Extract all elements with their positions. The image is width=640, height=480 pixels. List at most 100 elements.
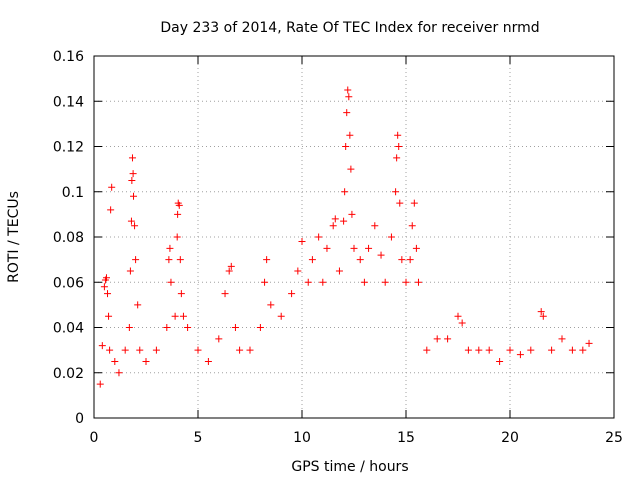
data-point	[343, 109, 351, 117]
data-point	[308, 256, 316, 264]
data-point	[294, 267, 302, 275]
data-point	[396, 199, 404, 207]
data-point	[129, 170, 137, 178]
data-point	[568, 346, 576, 354]
data-point	[125, 324, 133, 331]
data-point	[394, 131, 402, 139]
y-tick-labels: 0 0.02 0.04 0.06 0.08 0.1 0.12 0.14 0.16	[53, 49, 84, 427]
x-tick-labels: 0 5 10 15 20 25	[90, 430, 623, 446]
data-point	[444, 335, 452, 343]
data-point	[381, 278, 389, 286]
data-point	[331, 215, 339, 223]
data-point	[548, 346, 556, 354]
chart-title: Day 233 of 2014, Rate Of TEC Index for r…	[160, 20, 539, 36]
data-point	[130, 192, 138, 200]
data-point	[246, 346, 254, 354]
data-point	[395, 143, 403, 150]
data-point	[174, 210, 182, 218]
grid-lines	[94, 56, 614, 418]
data-point	[288, 290, 296, 298]
data-point	[315, 233, 323, 241]
data-point	[410, 199, 418, 207]
data-point	[105, 312, 113, 320]
data-point	[347, 165, 355, 173]
data-point	[365, 244, 373, 252]
data-point	[323, 244, 331, 252]
data-point	[585, 339, 593, 347]
data-point	[579, 346, 587, 354]
data-point	[340, 217, 348, 225]
data-point	[115, 369, 123, 377]
data-point	[475, 346, 483, 354]
data-point	[393, 154, 401, 162]
data-point	[227, 262, 235, 270]
data-point	[342, 143, 350, 150]
data-point	[537, 308, 545, 316]
data-point	[128, 176, 136, 184]
data-point	[356, 256, 364, 264]
y-tick-label: 0.14	[53, 94, 84, 110]
data-point	[464, 346, 472, 354]
y-tick-label: 0.16	[53, 49, 84, 65]
data-point	[179, 312, 187, 320]
data-point	[236, 346, 244, 354]
data-point	[402, 278, 410, 286]
data-point	[406, 256, 414, 264]
data-point	[171, 312, 179, 320]
data-point	[177, 290, 185, 298]
x-tick-label: 5	[194, 430, 203, 446]
data-point	[165, 256, 173, 264]
y-tick-label: 0.12	[53, 140, 84, 156]
data-point	[173, 233, 181, 241]
data-point	[539, 312, 547, 320]
data-point	[392, 188, 400, 196]
x-tick-label: 10	[293, 430, 311, 446]
data-point	[398, 256, 406, 264]
data-point	[96, 380, 104, 388]
data-point	[454, 312, 462, 320]
data-point	[377, 251, 385, 259]
data-point	[387, 233, 395, 241]
data-point	[231, 324, 239, 331]
data-point	[267, 301, 275, 309]
y-tick-label: 0.02	[53, 366, 84, 382]
data-point	[204, 357, 212, 365]
data-point	[194, 346, 202, 354]
data-point	[263, 256, 271, 264]
data-point	[131, 222, 139, 230]
data-point	[527, 346, 535, 354]
data-point	[126, 267, 134, 275]
data-point	[319, 278, 327, 286]
y-tick-label: 0	[75, 411, 84, 427]
data-point	[558, 335, 566, 343]
x-axis-label: GPS time / hours	[291, 459, 408, 475]
data-point	[108, 183, 116, 191]
data-point	[346, 131, 354, 139]
data-point	[360, 278, 368, 286]
data-point	[277, 312, 285, 320]
data-point	[163, 324, 171, 331]
data-point	[350, 244, 358, 252]
data-point	[345, 93, 353, 101]
data-point	[414, 278, 422, 286]
data-point	[175, 201, 183, 209]
data-point	[256, 324, 264, 331]
data-point	[215, 335, 223, 343]
data-point	[136, 346, 144, 354]
data-point	[341, 188, 349, 196]
x-tick-label: 0	[90, 430, 99, 446]
axis-ticks	[93, 55, 615, 419]
data-point	[344, 86, 352, 94]
data-points	[96, 86, 593, 388]
data-point	[408, 222, 416, 230]
data-point	[261, 278, 269, 286]
data-point	[485, 346, 493, 354]
data-point	[134, 301, 142, 309]
data-point	[107, 206, 115, 214]
x-tick-label: 20	[501, 430, 519, 446]
data-point	[104, 290, 112, 298]
data-point	[98, 342, 106, 350]
data-point	[221, 290, 229, 298]
data-point	[433, 335, 441, 343]
data-point	[329, 222, 337, 230]
